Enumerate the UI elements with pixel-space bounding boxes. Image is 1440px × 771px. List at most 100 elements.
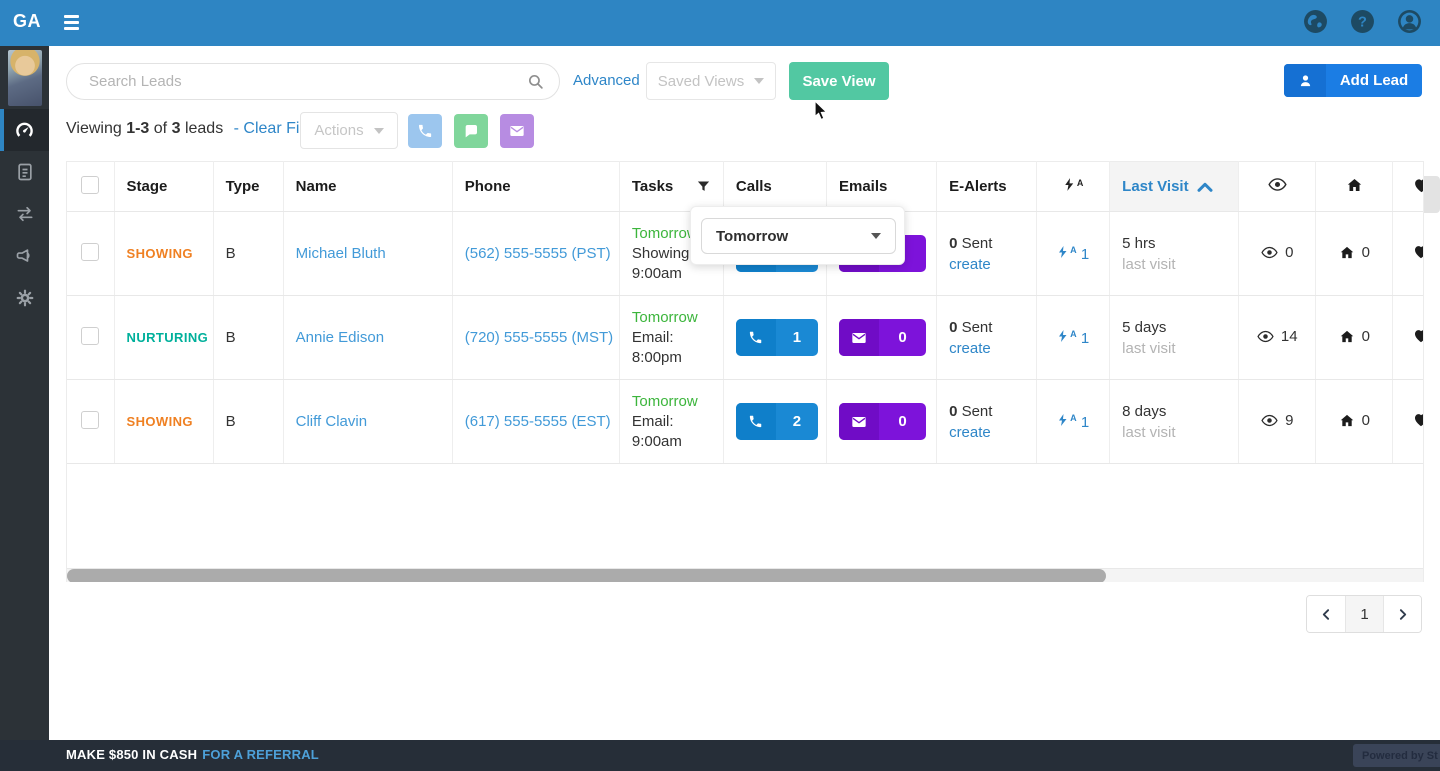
lead-name-link[interactable]: Annie Edison [295, 329, 385, 346]
column-header-phone[interactable]: Phone [452, 161, 620, 212]
column-header-tasks[interactable]: Tasks [631, 178, 674, 195]
auto-actions-cell[interactable]: A 1 [1057, 245, 1089, 263]
bulk-text-button[interactable] [454, 114, 488, 148]
column-header-type[interactable]: Type [213, 161, 284, 212]
powered-by-badge[interactable]: Powered by St [1353, 744, 1440, 767]
stage-badge[interactable]: NURTURING [126, 330, 209, 345]
ealerts-create-link[interactable]: create [949, 423, 991, 441]
saved-views-dropdown[interactable]: Saved Views [646, 62, 776, 100]
home-icon [1340, 246, 1353, 258]
globe-icon[interactable] [1303, 9, 1328, 34]
task-filter-select[interactable]: Tomorrow [701, 218, 896, 254]
chevron-down-icon [871, 233, 881, 239]
top-navigation-bar: GA ? [0, 0, 1440, 46]
next-page-button[interactable] [1383, 596, 1421, 632]
save-view-button[interactable]: Save View [789, 62, 889, 100]
calls-button[interactable]: 1 [735, 319, 818, 356]
lead-name-link[interactable]: Cliff Clavin [295, 413, 368, 430]
leads-table: Stage Type Name Phone Tasks Calls Emails… [66, 161, 1424, 582]
stage-badge[interactable]: SHOWING [126, 246, 193, 261]
task-cell[interactable]: Tomorrow Email: 9:00am [619, 379, 724, 464]
saved-views-label: Saved Views [657, 72, 745, 90]
referral-link[interactable]: FOR A REFERRAL [202, 747, 319, 762]
bulk-call-button[interactable] [408, 114, 442, 148]
horizontal-scrollbar[interactable] [67, 568, 1423, 582]
user-avatar[interactable] [8, 50, 42, 106]
advanced-link[interactable]: Advanced [573, 72, 640, 89]
chevron-down-icon [754, 78, 765, 84]
lead-phone-link[interactable]: (720) 555-5555 (MST) [464, 329, 614, 346]
app-logo[interactable]: GA [13, 11, 41, 31]
sort-ascending-icon [1197, 182, 1213, 192]
menu-icon[interactable] [64, 15, 79, 30]
filter-funnel-icon[interactable] [696, 179, 711, 194]
column-header-calls[interactable]: Calls [723, 161, 827, 212]
search-input[interactable] [66, 63, 560, 100]
viewing-summary: Viewing 1-3 of 3 leads - Clear Filters [66, 120, 330, 137]
left-sidebar [0, 46, 49, 740]
sidebar-item-settings[interactable] [0, 277, 49, 319]
column-header-views[interactable] [1238, 161, 1317, 212]
account-icon[interactable] [1397, 9, 1422, 34]
row-checkbox[interactable] [81, 242, 100, 261]
views-count: 0 [1261, 244, 1293, 261]
lead-phone-link[interactable]: (562) 555-5555 (PST) [464, 245, 611, 262]
emails-button[interactable]: 0 [838, 403, 926, 440]
emails-count: 0 [898, 413, 907, 430]
help-icon[interactable]: ? [1350, 9, 1375, 34]
stage-badge[interactable]: SHOWING [126, 414, 193, 429]
megaphone-icon [16, 249, 30, 262]
last-visit-cell: 5 hrs last visit [1109, 211, 1240, 296]
column-header-favorites[interactable] [1392, 161, 1423, 212]
phone-icon [419, 124, 432, 137]
add-lead-button[interactable]: Add Lead [1284, 64, 1422, 97]
task-filter-popover: Tomorrow [690, 206, 905, 265]
envelope-icon [852, 332, 866, 343]
eye-icon [1268, 178, 1287, 191]
ealerts-sent: 0 Sent [949, 234, 993, 252]
emails-count: 0 [898, 329, 907, 346]
sidebar-item-marketing[interactable] [0, 235, 49, 277]
eye-icon [1257, 330, 1274, 343]
column-header-homes[interactable] [1315, 161, 1394, 212]
task-cell[interactable]: Tomorrow Email: 8:00pm [619, 295, 724, 380]
select-all-checkbox[interactable] [81, 175, 100, 194]
actions-dropdown[interactable]: Actions [300, 112, 398, 149]
main-content: Advanced Saved Views Save View Add Lead … [49, 46, 1440, 740]
calls-button[interactable]: 2 [735, 403, 818, 440]
sidebar-item-documents[interactable] [0, 151, 49, 193]
column-header-emails[interactable]: Emails [826, 161, 938, 212]
heart-icon [1415, 414, 1423, 427]
emails-button[interactable]: 0 [838, 319, 926, 356]
row-checkbox[interactable] [81, 326, 100, 345]
column-header-auto-actions[interactable]: A [1036, 161, 1111, 212]
prev-page-button[interactable] [1307, 596, 1345, 632]
current-page: 1 [1345, 596, 1383, 632]
phone-icon [750, 331, 762, 344]
scrollbar-thumb[interactable] [67, 569, 1106, 582]
homes-count: 0 [1339, 328, 1370, 345]
lead-phone-link[interactable]: (617) 555-5555 (EST) [464, 413, 611, 430]
homes-count: 0 [1339, 244, 1370, 261]
ealerts-create-link[interactable]: create [949, 339, 991, 357]
auto-actions-cell[interactable]: A 1 [1057, 413, 1089, 431]
lead-type: B [213, 211, 284, 296]
transfer-arrows-icon [17, 206, 32, 222]
lightning-a-icon [1059, 413, 1067, 426]
row-checkbox[interactable] [81, 410, 100, 429]
add-lead-label: Add Lead [1339, 72, 1409, 89]
gear-icon [16, 289, 33, 307]
column-header-stage[interactable]: Stage [114, 161, 214, 212]
bulk-email-button[interactable] [500, 114, 534, 148]
home-icon [1340, 414, 1353, 426]
sidebar-item-transactions[interactable] [0, 193, 49, 235]
column-header-ealerts[interactable]: E-Alerts [936, 161, 1038, 212]
column-header-last-visit[interactable]: Last Visit [1109, 161, 1240, 212]
auto-actions-cell[interactable]: A 1 [1057, 329, 1089, 347]
chevron-left-icon [1322, 608, 1329, 620]
column-header-name[interactable]: Name [283, 161, 453, 212]
calls-count: 1 [792, 329, 802, 346]
ealerts-create-link[interactable]: create [949, 255, 991, 273]
lead-name-link[interactable]: Michael Bluth [295, 245, 386, 262]
sidebar-item-dashboard[interactable] [0, 109, 49, 151]
